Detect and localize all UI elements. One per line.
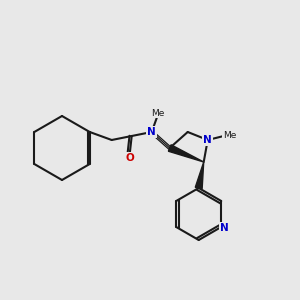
Text: Me: Me xyxy=(223,131,236,140)
Polygon shape xyxy=(195,162,204,189)
Polygon shape xyxy=(168,145,204,162)
Text: Me: Me xyxy=(151,109,164,118)
Text: N: N xyxy=(147,127,156,137)
Text: N: N xyxy=(220,223,229,233)
Text: O: O xyxy=(125,153,134,163)
Text: N: N xyxy=(203,135,212,145)
